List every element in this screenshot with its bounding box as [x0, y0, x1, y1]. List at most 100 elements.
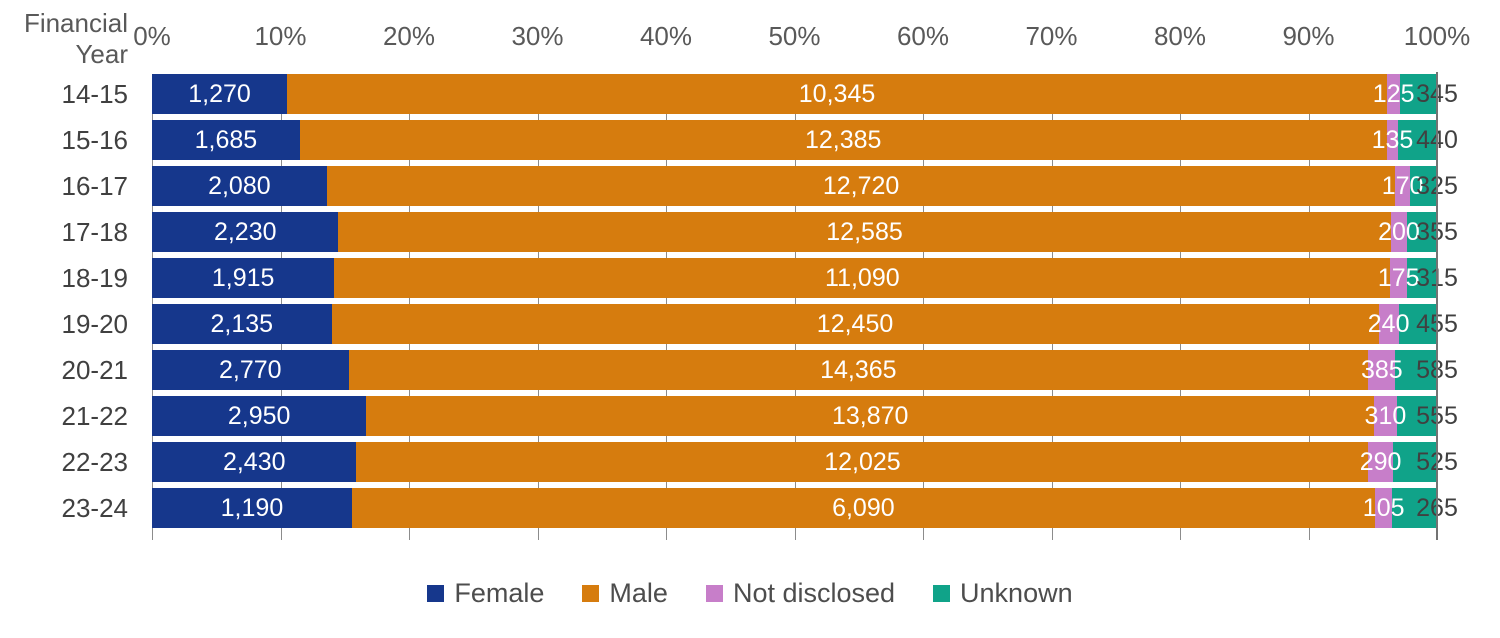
bar-segment-female [152, 166, 327, 206]
value-label-female: 2,080 [208, 172, 271, 200]
bar-segment-male [331, 304, 1379, 344]
value-label-male: 12,720 [822, 172, 900, 200]
bar-segment-female [152, 488, 352, 528]
bar-segment-unknown [1395, 350, 1437, 390]
plot-area: 1,27010,3451253451,68512,3851354402,0801… [152, 72, 1458, 540]
value-label-female: 1,685 [194, 126, 258, 154]
x-axis-tick-label: 20% [382, 21, 436, 51]
bar-segment-male [334, 258, 1391, 298]
bar-segment-female [152, 442, 357, 482]
category-label-14-15: 14-15 [61, 79, 129, 109]
value-label-female: 2,135 [210, 310, 274, 338]
bar-segment-male [366, 396, 1375, 436]
bar-segment-not-disclosed [1390, 258, 1407, 298]
value-label-not-disclosed: 125 [1372, 80, 1415, 108]
bar-segment-female [152, 212, 339, 252]
legend-label: Male [609, 578, 668, 608]
category-label-22-23: 22-23 [61, 447, 129, 477]
value-label-male: 12,450 [816, 310, 894, 338]
legend-swatch-female [427, 584, 445, 602]
x-axis-tick-label: 0% [133, 21, 171, 51]
category-label-17-18: 17-18 [61, 217, 129, 247]
bar-segment-unknown [1409, 166, 1437, 206]
legend-item-unknown: Unknown [933, 576, 1073, 610]
value-label-not-disclosed: 240 [1367, 310, 1410, 338]
bar-segment-male [356, 442, 1369, 482]
value-label-male: 13,870 [832, 402, 909, 430]
x-axis-tick-label: 10% [254, 21, 307, 51]
value-label-female: 2,230 [213, 218, 277, 246]
legend-item-not-disclosed: Not disclosed [705, 576, 896, 610]
value-label-female: 2,430 [222, 448, 286, 476]
value-label-male: 6,090 [832, 494, 895, 522]
legend-swatch-male [582, 584, 600, 602]
bar-segment-not-disclosed [1395, 166, 1410, 206]
legend-swatch-unknown [933, 584, 951, 602]
bar-segment-unknown [1407, 258, 1437, 298]
value-label-not-disclosed: 290 [1359, 448, 1402, 476]
bar-segment-female [152, 74, 288, 114]
bar-segment-unknown [1407, 212, 1437, 252]
bar-segment-not-disclosed [1374, 488, 1393, 528]
value-label-male: 11,090 [825, 264, 900, 292]
category-label-20-21: 20-21 [61, 355, 129, 385]
bar-segment-female [152, 258, 335, 298]
x-axis-tick-label: 60% [896, 21, 950, 51]
bar-segment-female [152, 350, 349, 390]
x-axis: 0% 10% 20% 30% 40% 50% 60% 70% 80% 90% 100% [133, 16, 1470, 56]
x-axis-tick-label: 30% [511, 21, 564, 51]
value-label-female: 1,915 [211, 264, 275, 292]
x-axis-tick-label: 80% [1153, 21, 1207, 51]
value-label-not-disclosed: 200 [1378, 218, 1420, 246]
legend-label: Not disclosed [732, 578, 896, 608]
bar-segment-not-disclosed [1368, 442, 1393, 482]
bar-segment-male [348, 350, 1369, 390]
bar-segment-unknown [1392, 442, 1437, 482]
value-label-male: 12,385 [804, 126, 882, 154]
bar-segment-male [326, 166, 1396, 206]
value-label-not-disclosed: 170 [1381, 172, 1424, 200]
y-axis-title: Financial Year [23, 8, 128, 69]
bar-segment-male [287, 74, 1388, 114]
bar-segment-not-disclosed [1368, 350, 1396, 390]
legend-swatch-not-disclosed [705, 584, 723, 602]
value-label-male: 14,365 [820, 356, 897, 384]
bar-segment-male [299, 120, 1387, 160]
x-axis-tick-label: 90% [1282, 21, 1335, 51]
category-label-23-24: 23-24 [61, 493, 129, 523]
x-axis-tick-label: 40% [639, 21, 693, 51]
bar-segment-unknown [1400, 74, 1437, 114]
value-label-male: 12,025 [824, 448, 901, 476]
bar-segment-unknown [1398, 304, 1437, 344]
value-label-male: 12,585 [826, 218, 903, 246]
category-label-21-22: 21-22 [61, 401, 129, 431]
value-label-not-disclosed: 175 [1377, 264, 1420, 292]
bar-segment-not-disclosed [1378, 304, 1399, 344]
category-label-16-17: 16-17 [61, 171, 129, 201]
category-label-19-20: 19-20 [61, 309, 129, 339]
value-label-not-disclosed: 310 [1364, 402, 1407, 430]
bar-segment-not-disclosed [1387, 74, 1401, 114]
value-label-female: 1,190 [220, 494, 284, 522]
bar-segment-female [152, 396, 367, 436]
value-label-not-disclosed: 385 [1360, 356, 1403, 384]
x-axis-tick-label: 50% [768, 21, 821, 51]
bar-segment-not-disclosed [1386, 120, 1399, 160]
bar-segment-male [338, 212, 1391, 252]
value-label-female: 1,270 [188, 80, 251, 108]
category-label-18-19: 18-19 [61, 263, 129, 293]
bar-segment-unknown [1396, 396, 1437, 436]
value-label-female: 2,770 [219, 356, 282, 384]
bar-segment-not-disclosed [1390, 212, 1408, 252]
bar-segment-female [152, 120, 300, 160]
bar-segment-male [351, 488, 1375, 528]
